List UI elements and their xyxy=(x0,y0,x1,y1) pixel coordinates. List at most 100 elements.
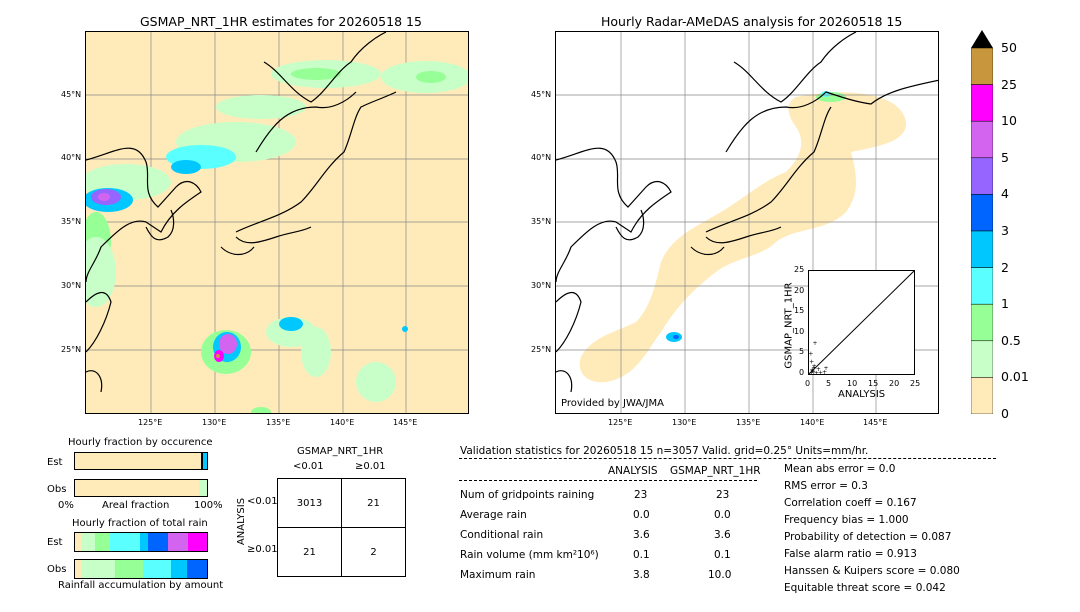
contingency-title: GSMAP_NRT_1HR xyxy=(297,446,384,457)
stat-label: Average rain xyxy=(460,509,527,521)
scatter-xtick: 25 xyxy=(910,379,921,388)
lat-tick-30: 30°N xyxy=(61,281,82,290)
radar-lon-tick-140: 140°E xyxy=(800,418,825,427)
colorbar-label: 10 xyxy=(1001,113,1017,129)
contingency-row-axis: ANALYSIS xyxy=(236,497,248,546)
occurrence-bar-obs-rain xyxy=(199,480,207,496)
scatter-point: + xyxy=(818,369,823,374)
scatter-ytick: 10 xyxy=(794,326,805,336)
score-line: False alarm ratio = 0.913 xyxy=(784,548,917,560)
colorbar-label: 0.01 xyxy=(1001,369,1029,385)
colorbar-label: 4 xyxy=(1001,186,1009,202)
contingency-cell: 21 xyxy=(277,527,342,577)
colorbar-swatch xyxy=(970,230,994,268)
colorbar-label: 50 xyxy=(1001,40,1017,55)
stat-gsmap-value: 0.1 xyxy=(714,549,731,561)
scatter-point: + xyxy=(809,370,814,374)
colorbar-svg xyxy=(970,30,994,415)
scatter-point: + xyxy=(816,366,821,373)
colorbar-label: 25 xyxy=(1001,76,1017,92)
occurrence-axis-mid: Areal fraction xyxy=(102,500,170,511)
scatter-ytick: 15 xyxy=(794,306,805,316)
lon-tick-135: 135°E xyxy=(266,418,291,427)
scatter-ylabel: GSMAP_NRT_1HR xyxy=(783,282,795,369)
contingency-cell: 2 xyxy=(341,527,406,577)
radar-map-svg xyxy=(556,32,938,413)
scatter-xtick: 5 xyxy=(826,379,832,388)
radar-lon-tick-135: 135°E xyxy=(736,418,761,427)
colorbar-label: 2 xyxy=(1001,259,1009,275)
radar-lat-tick-35: 35°N xyxy=(531,217,552,226)
lat-tick-35: 35°N xyxy=(61,217,82,226)
stat-analysis-value: 23 xyxy=(634,489,648,501)
colorbar-label: 1 xyxy=(1001,296,1009,312)
radar-lon-tick-145: 145°E xyxy=(863,418,888,427)
colorbar-label: 5 xyxy=(1001,149,1009,165)
colorbar-swatch xyxy=(970,267,994,305)
right-map-title: Hourly Radar-AMeDAS analysis for 2026051… xyxy=(601,14,903,29)
colorbar xyxy=(970,30,994,415)
scatter-point: + xyxy=(811,364,816,371)
stat-analysis-value: 3.6 xyxy=(633,529,650,541)
scatter-point: + xyxy=(809,359,814,366)
scatter-ytick: 5 xyxy=(799,347,805,357)
validation-divider xyxy=(459,458,996,459)
score-line: Mean abs error = 0.0 xyxy=(784,463,896,475)
scatter-diagonal xyxy=(808,270,915,375)
validation-col-analysis: ANALYSIS xyxy=(608,465,658,477)
stat-analysis-value: 0.0 xyxy=(633,509,650,521)
lat-tick-40: 40°N xyxy=(61,153,82,162)
occurrence-axis-right: 100% xyxy=(194,500,223,511)
stat-gsmap-value: 0.0 xyxy=(714,509,731,521)
colorbar-swatch xyxy=(970,84,994,122)
total-rain-bar-obs xyxy=(74,559,208,579)
colorbar-label: 0 xyxy=(1001,406,1009,421)
radar-lat-tick-45: 45°N xyxy=(531,90,552,99)
provided-by-label: Provided by JWA/JMA xyxy=(561,398,664,409)
gsmap-map xyxy=(85,31,469,414)
colorbar-swatch xyxy=(970,340,994,378)
contingency-col-lt: <0.01 xyxy=(293,461,324,472)
scatter-inset: + + + + + + + + + + + + + + xyxy=(808,270,915,377)
stat-label: Num of gridpoints raining xyxy=(460,489,595,501)
scatter-point: + xyxy=(822,369,827,374)
score-line: RMS error = 0.3 xyxy=(784,480,868,492)
score-line: Probability of detection = 0.087 xyxy=(784,531,952,543)
stat-label: Conditional rain xyxy=(460,529,544,541)
scatter-point: + xyxy=(823,365,828,372)
gsmap-rain-patches xyxy=(86,60,468,413)
validation-header: Validation statistics for 20260518 15 n=… xyxy=(460,445,869,457)
colorbar-label: 0.5 xyxy=(1001,332,1021,348)
lon-tick-145: 145°E xyxy=(393,418,418,427)
gsmap-gridlines xyxy=(86,32,468,413)
scatter-point: + xyxy=(810,368,815,374)
total-rain-row-est: Est xyxy=(47,537,63,548)
score-line: Frequency bias = 1.000 xyxy=(784,514,909,526)
scatter-plot: ++++++++++++ ++ xyxy=(808,270,915,377)
validation-col-gsmap: GSMAP_NRT_1HR xyxy=(670,465,761,477)
occurrence-bar-est-edge xyxy=(201,453,203,469)
colorbar-swatch xyxy=(970,157,994,195)
contingency-row-lt: <0.01 xyxy=(247,496,278,507)
total-rain-footer: Rainfall accumulation by amount xyxy=(58,580,224,591)
contingency-cell: 3013 xyxy=(277,478,342,528)
contingency-row-ge: ≥0.01 xyxy=(247,544,278,555)
contingency-cell: 21 xyxy=(341,478,406,528)
contingency-col-ge: ≥0.01 xyxy=(355,461,386,472)
radar-lon-tick-130: 130°E xyxy=(672,418,697,427)
lon-tick-130: 130°E xyxy=(202,418,227,427)
total-rain-row-obs: Obs xyxy=(47,564,67,575)
lat-tick-45: 45°N xyxy=(61,90,82,99)
occurrence-row-est: Est xyxy=(47,457,63,468)
scatter-xtick: 10 xyxy=(847,379,858,388)
occurrence-title: Hourly fraction by occurence xyxy=(68,437,213,448)
gsmap-map-svg xyxy=(86,32,468,413)
stat-analysis-value: 0.1 xyxy=(633,549,650,561)
colorbar-swatch xyxy=(970,120,994,159)
colorbar-label: 3 xyxy=(1001,223,1009,238)
scatter-ytick: 0 xyxy=(799,368,805,377)
colorbar-swatch xyxy=(970,377,994,415)
occurrence-axis-left: 0% xyxy=(58,500,74,511)
scatter-point: + xyxy=(813,340,818,347)
radar-lat-tick-40: 40°N xyxy=(531,153,552,162)
